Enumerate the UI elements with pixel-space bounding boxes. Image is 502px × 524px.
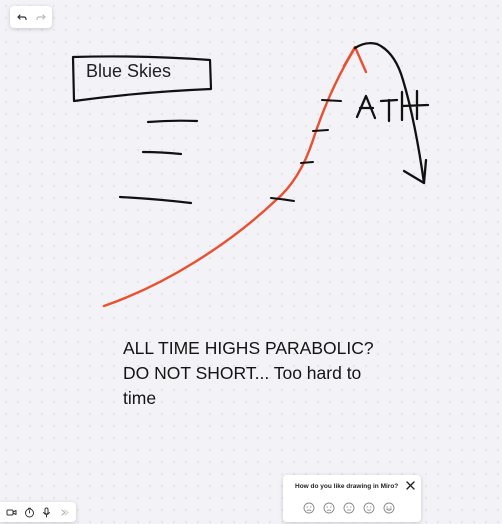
feedback-question: How do you like drawing in Miro? bbox=[295, 483, 399, 490]
microphone-icon[interactable] bbox=[41, 507, 52, 518]
curve-tick-1[interactable] bbox=[270, 197, 295, 202]
more-icon[interactable] bbox=[59, 507, 70, 518]
note-line: time bbox=[123, 388, 157, 408]
parabolic-curve[interactable] bbox=[102, 46, 357, 308]
very-good-face-icon[interactable] bbox=[383, 502, 395, 514]
rating-row bbox=[303, 502, 395, 514]
curve-tick-2[interactable] bbox=[300, 161, 314, 164]
list-dash-2[interactable] bbox=[141, 150, 183, 156]
note-line: DO NOT SHORT... Too hard to bbox=[123, 363, 362, 383]
undo-icon[interactable] bbox=[13, 8, 31, 26]
good-face-icon[interactable] bbox=[363, 502, 375, 514]
undo-redo-panel bbox=[10, 6, 52, 28]
sticky-label: Blue Skies bbox=[86, 61, 172, 81]
drop-arrow[interactable] bbox=[353, 41, 426, 185]
note-text[interactable]: ALL TIME HIGHS PARABOLIC? DO NOT SHORT..… bbox=[123, 336, 423, 411]
very-bad-face-icon[interactable] bbox=[303, 502, 315, 514]
timer-icon[interactable] bbox=[24, 507, 35, 518]
redo-icon[interactable] bbox=[32, 8, 50, 26]
feedback-panel: How do you like drawing in Miro? bbox=[283, 475, 421, 522]
neutral-face-icon[interactable] bbox=[343, 502, 355, 514]
bottom-toolbar bbox=[0, 502, 76, 522]
bad-face-icon[interactable] bbox=[323, 502, 335, 514]
curve-tick-4[interactable] bbox=[321, 99, 342, 102]
curve-arrowhead[interactable] bbox=[342, 45, 368, 74]
blue-skies-box[interactable] bbox=[71, 55, 213, 103]
ath-annotation[interactable] bbox=[355, 89, 430, 123]
drop-arrowhead[interactable] bbox=[402, 158, 428, 185]
list-dash-3[interactable] bbox=[118, 195, 193, 205]
close-icon[interactable] bbox=[405, 480, 416, 491]
video-icon[interactable] bbox=[6, 507, 17, 518]
curve-tick-3[interactable] bbox=[312, 129, 329, 132]
note-line: ALL TIME HIGHS PARABOLIC? bbox=[123, 338, 374, 358]
list-dash-1[interactable] bbox=[146, 119, 199, 124]
